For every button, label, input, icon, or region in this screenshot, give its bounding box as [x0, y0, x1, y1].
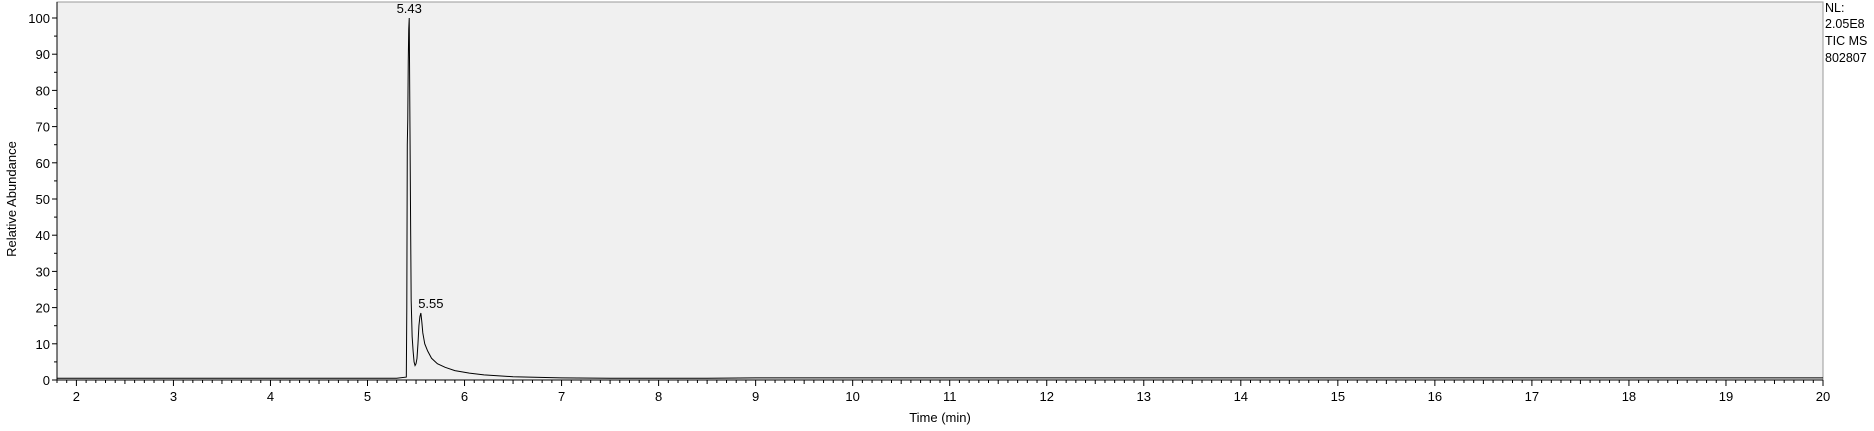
- info-nl: NL:: [1825, 1, 1844, 15]
- y-tick-label: 50: [36, 192, 50, 207]
- peak-label: 5.43: [397, 1, 422, 16]
- x-tick-label: 16: [1428, 389, 1442, 404]
- y-axis-title: Relative Abundance: [4, 141, 19, 257]
- x-tick-label: 18: [1622, 389, 1636, 404]
- y-tick-label: 20: [36, 301, 50, 316]
- x-tick-label: 5: [364, 389, 371, 404]
- y-tick-label: 40: [36, 228, 50, 243]
- y-tick-label: 30: [36, 264, 50, 279]
- y-tick-label: 80: [36, 83, 50, 98]
- info-file-id: 802807: [1825, 51, 1867, 65]
- x-tick-label: 17: [1525, 389, 1539, 404]
- x-tick-label: 13: [1137, 389, 1151, 404]
- x-tick-label: 10: [845, 389, 859, 404]
- info-scan-type: TIC MS: [1825, 34, 1867, 48]
- x-tick-label: 2: [73, 389, 80, 404]
- y-tick-label: 10: [36, 337, 50, 352]
- peak-labels: 5.43 5.55: [397, 1, 444, 311]
- x-tick-label: 11: [943, 389, 957, 404]
- x-tick-label: 20: [1816, 389, 1830, 404]
- x-tick-label: 4: [267, 389, 274, 404]
- x-axis-ticks: 2 3 4 5 6 7 8 9 10 11 12 13 14 15 16 17 18 19 20: [56, 380, 1830, 404]
- x-tick-label: 12: [1040, 389, 1054, 404]
- x-axis-title: Time (min): [909, 410, 971, 425]
- y-tick-label: 90: [36, 47, 50, 62]
- info-nl-value: 2.05E8: [1825, 17, 1865, 31]
- x-tick-label: 9: [752, 389, 759, 404]
- x-tick-label: 15: [1331, 389, 1345, 404]
- x-tick-label: 6: [461, 389, 468, 404]
- x-tick-label: 8: [655, 389, 662, 404]
- y-tick-label: 100: [28, 11, 50, 26]
- peak-label: 5.55: [418, 296, 443, 311]
- y-tick-label: 0: [43, 373, 50, 388]
- chromatogram-trace: [57, 17, 1823, 379]
- plot-area: [56, 1, 1824, 381]
- y-tick-label: 60: [36, 156, 50, 171]
- x-tick-label: 14: [1234, 389, 1248, 404]
- x-tick-label: 19: [1719, 389, 1733, 404]
- y-tick-label: 70: [36, 120, 50, 135]
- x-tick-label: 3: [170, 389, 177, 404]
- y-axis-ticks: 0 10 20 30 40 50 60 70 80 90 100: [28, 11, 57, 388]
- x-tick-label: 7: [558, 389, 565, 404]
